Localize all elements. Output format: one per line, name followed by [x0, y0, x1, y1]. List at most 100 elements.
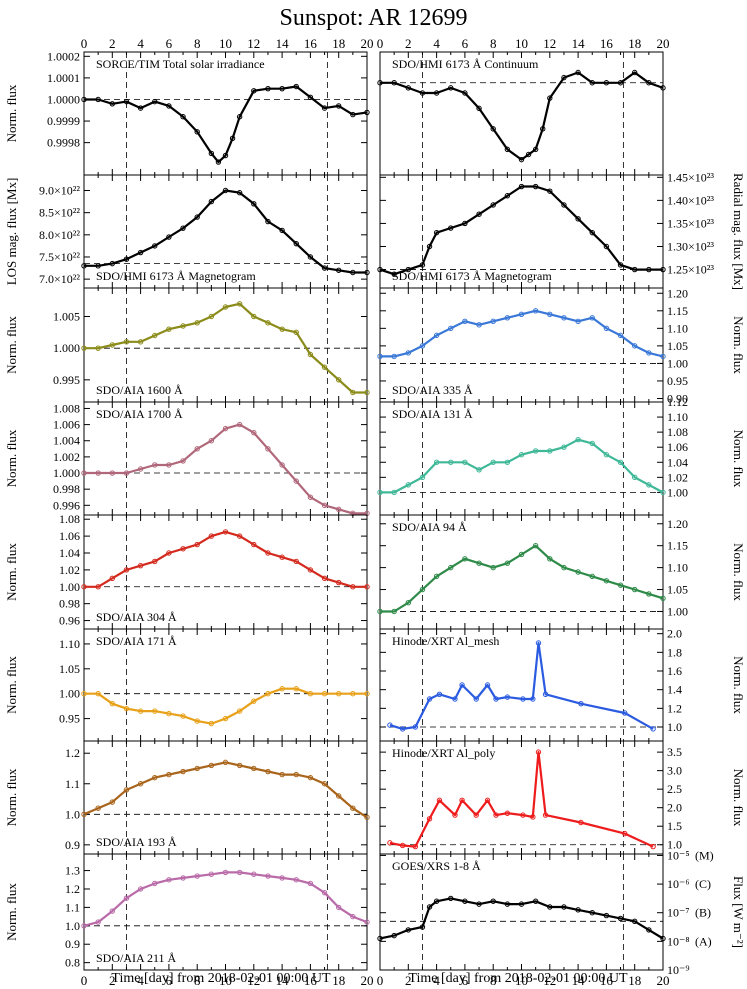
x-tick-label-top: 14: [572, 36, 586, 51]
data-point: [123, 787, 130, 793]
data-point: [222, 759, 229, 766]
data-point: [109, 260, 116, 267]
x-tick-label-top: 2: [109, 36, 116, 51]
data-point: [321, 364, 328, 370]
data-point: [399, 842, 406, 849]
data-point: [603, 912, 610, 919]
panel-15: 0 2 4 6 8 10 12 14 16 18 20 0.8 0.9 1.0 1.1 1.2 1.3 Norm.…: [4, 853, 374, 988]
data-point: [589, 910, 595, 916]
data-point: [137, 339, 144, 345]
data-point: [405, 85, 411, 91]
data-point: [265, 691, 271, 697]
data-point: [180, 768, 186, 775]
data-point: [208, 150, 215, 157]
panel-11: 0.95 1.00 1.05 1.10 Norm. flux SDO/AIA 171 Å: [4, 628, 370, 742]
data-point: [293, 83, 299, 90]
data-point: [448, 85, 454, 91]
x-tick-label-top: 12: [247, 36, 260, 51]
data-point: [293, 478, 299, 484]
data-point: [433, 459, 440, 465]
data-point: [180, 458, 186, 464]
data-point: [364, 109, 370, 116]
y-tick-label: 1.5: [667, 819, 682, 833]
data-point: [632, 69, 638, 76]
x-tick-label-bottom: 14: [276, 973, 290, 988]
data-point: [208, 313, 215, 320]
y-tick-label: 1.20: [667, 517, 688, 531]
data-point: [123, 895, 130, 901]
data-point: [350, 805, 356, 811]
data-point: [109, 342, 116, 348]
goes-class-label: (B): [695, 906, 711, 920]
data-point: [336, 506, 342, 513]
x-tick-label-bottom: 4: [433, 973, 440, 988]
data-point: [433, 898, 440, 904]
x-tick-label-top: 20: [657, 36, 670, 51]
data-point: [387, 840, 393, 846]
y-tick-label: 0.9: [65, 838, 80, 852]
data-point: [364, 814, 370, 821]
data-point: [391, 608, 397, 615]
data-point: [166, 234, 172, 240]
data-point: [632, 918, 638, 925]
x-tick-label-top: 18: [628, 36, 641, 51]
panel-label: Hinode/XRT Al_poly: [392, 746, 495, 760]
data-point: [364, 919, 370, 925]
data-point: [236, 869, 243, 876]
series-line: [84, 423, 367, 515]
data-point: [518, 551, 525, 558]
data-point: [321, 105, 328, 111]
data-point: [109, 799, 116, 805]
data-point: [95, 691, 101, 697]
data-point: [137, 781, 144, 787]
data-point: [504, 459, 511, 465]
data-point: [448, 459, 454, 465]
data-point: [405, 599, 411, 606]
x-tick-label-bottom: 6: [462, 973, 469, 988]
data-point: [436, 691, 443, 698]
data-point: [622, 710, 628, 716]
data-point: [152, 332, 158, 339]
y-axis-label: Norm. flux: [731, 656, 746, 714]
data-point: [490, 202, 496, 208]
series-line: [84, 530, 367, 588]
data-point: [180, 323, 186, 329]
y-axis-label: Norm. flux: [4, 316, 19, 374]
data-point: [166, 326, 172, 332]
y-axis-label: LOS mag. flux [Mx]: [4, 178, 19, 286]
data-point: [194, 765, 200, 772]
y-tick-label: 8.5×10²²: [39, 206, 80, 220]
data-point: [530, 814, 536, 820]
panel-9: 0.96 0.98 1.00 1.02 1.04 1.06 1.08 Norm. flux SD…: [4, 512, 370, 630]
data-point: [426, 696, 433, 702]
y-tick-label: 1.00: [667, 356, 688, 370]
data-point: [123, 339, 130, 345]
y-tick-label: 1.10: [667, 321, 688, 335]
data-point: [493, 812, 499, 818]
data-point: [265, 550, 271, 556]
x-tick-label-bottom: 14: [572, 973, 586, 988]
data-point: [265, 320, 271, 326]
panel-14: 1.0 1.5 2.0 2.5 3.0 3.5 Norm. flux Hinode/XRT A…: [379, 740, 746, 855]
panel-label: SDO/AIA 1700 Å: [96, 407, 183, 421]
y-tick-label: 7.0×10²²: [39, 272, 80, 286]
data-point: [452, 812, 458, 818]
data-point: [476, 105, 482, 112]
y-tick-label: 0.995: [53, 373, 80, 387]
y-tick-label: 1.08: [59, 512, 80, 526]
series-line: [380, 71, 664, 161]
data-point: [589, 573, 595, 580]
y-tick-label: 1.4: [667, 683, 682, 697]
x-tick-label-bottom: 0: [81, 973, 88, 988]
data-point: [459, 797, 465, 803]
data-point: [307, 774, 314, 781]
data-point: [265, 218, 271, 225]
data-point: [490, 898, 496, 904]
data-point: [350, 389, 356, 396]
y-tick-label: 1.45×10²³: [667, 170, 714, 184]
y-tick-label: 1.2: [65, 882, 80, 896]
data-point: [236, 114, 243, 120]
x-tick-label-top: 16: [304, 36, 318, 51]
data-point: [603, 452, 610, 458]
data-point: [377, 80, 383, 86]
